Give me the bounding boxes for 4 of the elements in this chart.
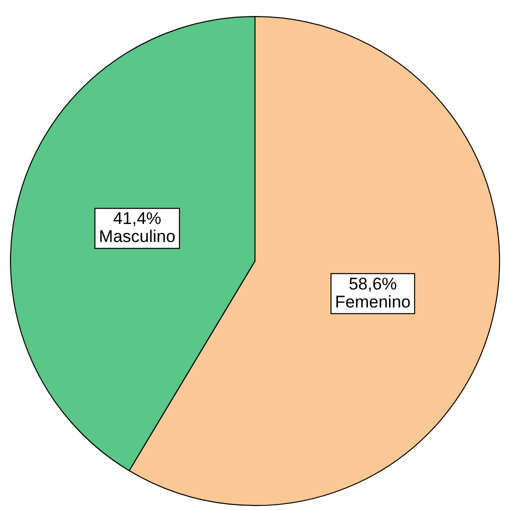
slice-label: Masculino xyxy=(98,227,176,246)
data-label: 41,4% xyxy=(113,209,162,228)
data-label: 58,6% xyxy=(348,274,397,294)
slice-label: Femenino xyxy=(335,292,411,312)
